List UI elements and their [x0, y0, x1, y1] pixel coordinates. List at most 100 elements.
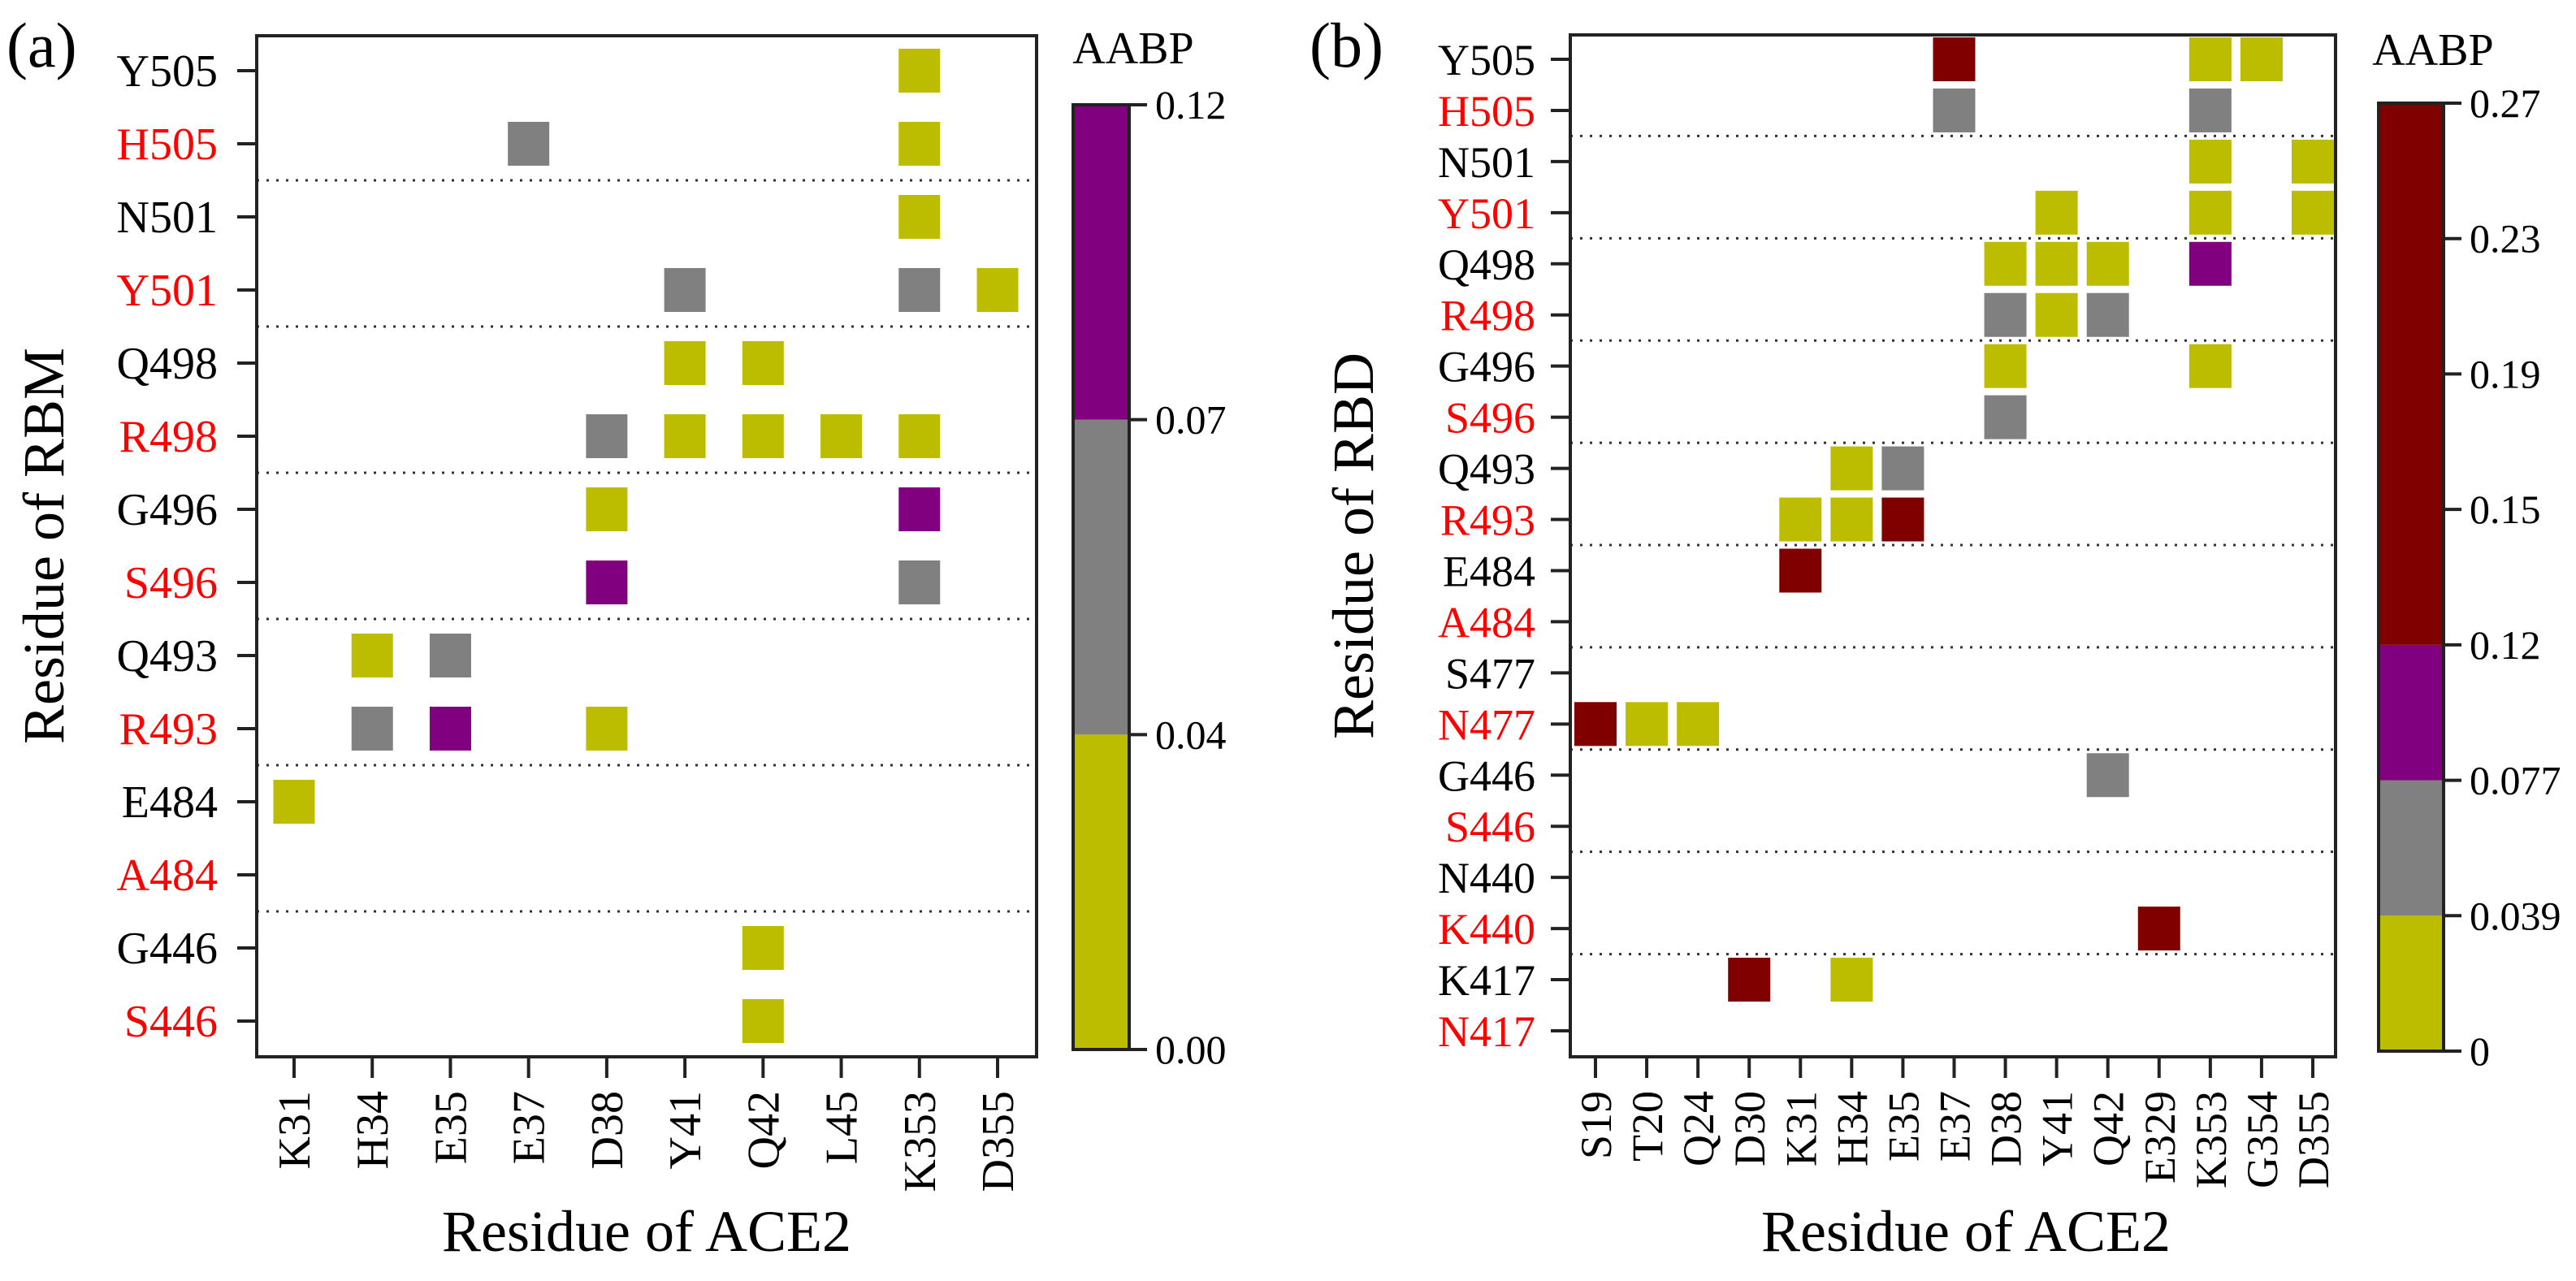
y-tick-label: R493: [119, 704, 218, 755]
x-tick-label: Y41: [2033, 1091, 2082, 1166]
y-tick-label: K440: [1438, 905, 1535, 954]
y-tick-label: K417: [1438, 956, 1535, 1005]
colorbar-frame: [2377, 102, 2445, 1053]
heatmap-cell-E484-K31: [1779, 548, 1822, 593]
x-tick-label: Q24: [1674, 1091, 1723, 1166]
y-tick-label: Q493: [117, 631, 218, 682]
colorbar-tick-label: 0.12: [2470, 622, 2541, 668]
y-tick-label: G496: [1438, 343, 1535, 392]
x-tick-label: Q42: [738, 1091, 789, 1169]
x-tick-label: H34: [348, 1091, 398, 1169]
y-tick-label: Y501: [117, 266, 218, 316]
heatmap-cell-R498-D38: [586, 414, 628, 458]
heatmap-cell-H505-K353: [2189, 88, 2232, 132]
y-tick-label: G496: [117, 485, 218, 535]
colorbar-bin: [1073, 734, 1129, 1049]
x-tick-label: K31: [270, 1091, 320, 1169]
heatmap-cell-Q493-E35: [429, 634, 471, 677]
colorbar-tick-label: 0.00: [1155, 1027, 1227, 1072]
heatmap-cell-Q498-D38: [1984, 241, 2027, 286]
y-tick-label: Y501: [1438, 189, 1535, 238]
x-tick-label: T20: [1623, 1091, 1672, 1162]
colorbar-tick-label: 0.077: [2470, 758, 2561, 803]
colorbar-bin: [1073, 105, 1129, 420]
x-tick-label: E37: [504, 1091, 555, 1164]
y-tick-label: R498: [1440, 292, 1535, 340]
heatmap-cell-R493-H34: [351, 707, 393, 751]
y-axis-title: Residue of RBM: [11, 348, 76, 744]
panel-b-heatmap: (b) Y505H505N501Y501Q498R498G496S496Q493R…: [1310, 10, 2561, 1264]
x-tick-label: D30: [1725, 1091, 1774, 1166]
heatmap-cell-R498-D38: [1984, 292, 2027, 337]
heatmap-cell-Y501-D355: [976, 268, 1019, 312]
heatmap-cell-N477-S19: [1574, 702, 1617, 747]
heatmap-cell-K440-E329: [2137, 907, 2180, 951]
heatmap-cell-G496-K353: [2189, 344, 2232, 388]
y-tick-label: E484: [122, 777, 218, 828]
heatmap-cell-R493-E35: [1881, 497, 1924, 542]
heatmap-cell-S446-Q42: [742, 999, 784, 1043]
x-tick-label: E329: [2136, 1091, 2184, 1184]
x-tick-label: D355: [2289, 1091, 2338, 1188]
colorbar-tick-label: 0: [2470, 1028, 2490, 1074]
x-tick-label: E35: [426, 1091, 476, 1164]
heatmap-cell-H505-K353: [898, 122, 941, 166]
x-tick-label: D355: [973, 1091, 1024, 1192]
heatmap-cell-Y501-Y41: [2035, 190, 2078, 235]
colorbar-tick-label: 0.12: [1155, 82, 1227, 128]
y-tick-label: Q498: [1438, 240, 1535, 289]
heatmap-cell-G446-Q42: [2086, 753, 2129, 798]
heatmap-cell-S496-K353: [898, 560, 941, 604]
heatmap-cell-R498-Y41: [664, 414, 706, 458]
colorbar-tick-label: 0.039: [2470, 893, 2561, 938]
colorbar-tick-label: 0.19: [2470, 351, 2541, 396]
colorbar-bin: [2379, 103, 2444, 645]
y-tick-label: A484: [117, 850, 218, 901]
heatmap-cell-H505-E37: [1933, 88, 1976, 132]
heatmap-cell-R498-Q42: [742, 414, 784, 458]
x-axis-title: Residue of ACE2: [442, 1199, 851, 1264]
y-tick-label: G446: [1438, 751, 1535, 800]
y-tick-label: E484: [1443, 547, 1535, 595]
y-tick-label: S446: [1445, 803, 1535, 851]
x-tick-label: E35: [1879, 1091, 1928, 1162]
y-tick-label: Y505: [1438, 36, 1535, 84]
heatmap-cell-N501-K353: [2189, 139, 2232, 184]
heatmap-cell-S496-D38: [1984, 395, 2027, 439]
heatmap-cell-G496-D38: [1984, 344, 2027, 388]
heatmap-cell-Q498-K353: [2189, 241, 2232, 286]
x-tick-label: S19: [1572, 1091, 1621, 1159]
heatmap-cell-H505-E37: [508, 122, 550, 166]
heatmap-cell-E484-K31: [273, 780, 315, 824]
heatmap-cell-K417-D30: [1728, 958, 1771, 1002]
plot-frame: [255, 34, 1038, 1058]
heatmap-cell-Q498-Q42: [742, 341, 784, 385]
y-tick-label: S477: [1445, 649, 1535, 698]
colorbar-bin: [2379, 780, 2444, 916]
heatmap-cell-Y505-K353: [898, 49, 941, 93]
heatmap-cell-R493-D38: [586, 707, 628, 751]
y-tick-label: G446: [117, 924, 218, 974]
x-tick-label: E37: [1931, 1091, 1980, 1162]
y-axis-title: Residue of RBD: [1321, 353, 1386, 739]
heatmap-cell-N501-K353: [898, 195, 941, 239]
heatmap-cell-Q493-H34: [351, 634, 393, 677]
x-tick-label: Y41: [660, 1091, 711, 1169]
y-tick-label: H505: [1438, 87, 1535, 136]
colorbar-tick-label: 0.04: [1155, 712, 1227, 757]
y-tick-label: N477: [1438, 700, 1535, 749]
heatmap-cell-Y505-G354: [2240, 37, 2283, 81]
heatmap-cell-N477-T20: [1626, 702, 1669, 747]
heatmap-cell-R498-Y41: [2035, 292, 2078, 337]
heatmap-cell-K417-H34: [1830, 958, 1873, 1002]
heatmap-cell-R493-H34: [1830, 497, 1873, 542]
x-axis-title: Residue of ACE2: [1761, 1199, 2171, 1264]
heatmap-cell-Q498-Y41: [2035, 241, 2078, 286]
panel-label: (b): [1310, 10, 1383, 80]
colorbar-tick-label: 0.23: [2470, 216, 2541, 262]
heatmap-cell-Y501-K353: [898, 268, 941, 312]
y-tick-label: Q493: [1438, 445, 1535, 494]
colorbar-frame: [1072, 103, 1131, 1051]
colorbar-tick-label: 0.27: [2470, 80, 2541, 126]
